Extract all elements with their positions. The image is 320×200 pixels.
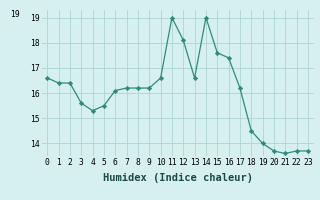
X-axis label: Humidex (Indice chaleur): Humidex (Indice chaleur) bbox=[103, 173, 252, 183]
Text: 19: 19 bbox=[10, 10, 20, 19]
